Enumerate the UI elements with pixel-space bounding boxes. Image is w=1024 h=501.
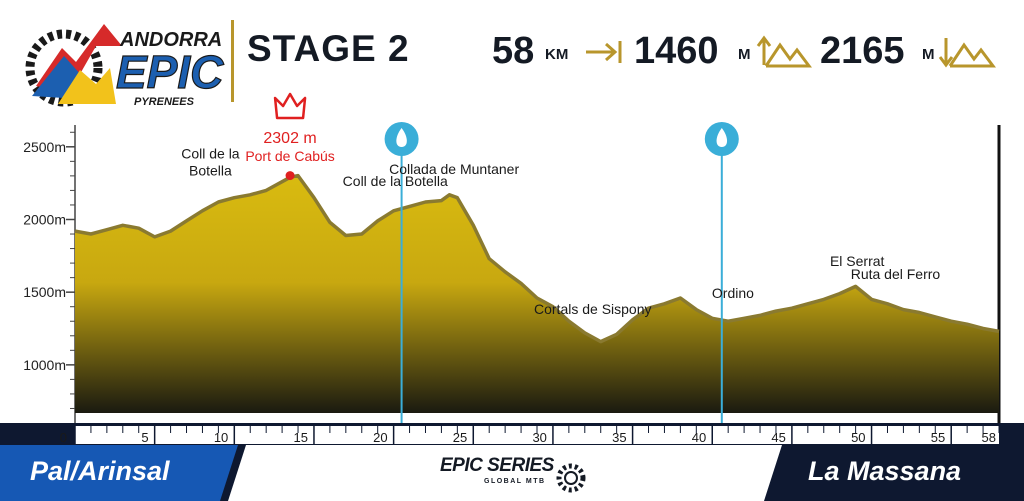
ascent-value: 1460 — [634, 30, 719, 72]
x-tick-label: 5 — [141, 430, 148, 445]
waypoint-label: El Serrat — [830, 253, 885, 269]
descent-unit: M — [922, 46, 935, 63]
waypoint-label: Cortals de Sispony — [534, 301, 652, 317]
x-axis-ruler — [75, 426, 999, 444]
start-location-label: Pal/Arinsal — [30, 456, 170, 486]
peak-marker — [285, 171, 295, 181]
x-tick-label: 10 — [214, 430, 228, 445]
waypoint-label: Coll de la Botella — [343, 173, 448, 189]
waypoint-label: Coll de la — [181, 146, 240, 162]
elevation-area — [75, 175, 999, 413]
logo-mountain-yellow — [58, 68, 116, 104]
sponsor-main-text: EPIC SERIES — [440, 455, 554, 476]
peak-elevation-label: 2302 m — [263, 130, 316, 147]
distance-arrow-icon — [586, 41, 622, 63]
x-tick-label: 55 — [931, 430, 945, 445]
elevation-line — [74, 173, 1000, 344]
logo-gear-icon — [25, 29, 103, 107]
footer-start-banner — [0, 445, 246, 501]
sponsor-sub-text: GLOBAL MTB — [484, 478, 546, 485]
logo-mountain-red — [36, 24, 122, 88]
peak-crown-icon — [273, 92, 307, 120]
water-drop-shape — [396, 128, 407, 147]
logo-brand-main: EPIC — [116, 46, 224, 98]
descent-value: 2165 — [820, 30, 905, 72]
x-tick-label: 50 — [851, 430, 865, 445]
y-tick-label: 1000m — [23, 357, 66, 373]
waypoint-label: Ordino — [712, 285, 754, 301]
y-tick-label: 1500m — [23, 284, 66, 300]
x-tick-label: 45 — [771, 430, 785, 445]
x-tick-label: 35 — [612, 430, 626, 445]
ascent-unit: M — [738, 46, 751, 63]
x-tick-label: 0 — [60, 430, 67, 445]
epic-series-logo: EPIC SERIES GLOBAL MTB — [440, 451, 600, 497]
logo-brand-top: ANDORRA — [119, 29, 222, 51]
x-tick-label: 30 — [532, 430, 546, 445]
x-tick-label: 15 — [293, 430, 307, 445]
logo-brand-sub: PYRENEES — [134, 96, 195, 108]
x-tick-label: 40 — [692, 430, 706, 445]
stage-label: STAGE 2 — [247, 28, 410, 69]
peak-name-label: Port de Cabús — [245, 148, 335, 164]
waypoint-label: Ruta del Ferro — [851, 266, 941, 282]
distance-value: 58 — [492, 30, 535, 72]
sponsor-gear-icon — [556, 463, 586, 493]
y-tick-label: 2500m — [23, 139, 66, 155]
descent-mountain-icon — [938, 38, 996, 68]
x-tick-label: 20 — [373, 430, 387, 445]
y-tick-label: 2000m — [23, 211, 66, 227]
waypoint-label: Botella — [189, 163, 232, 179]
ascent-mountain-icon — [756, 35, 812, 68]
header-divider — [231, 20, 234, 102]
distance-unit: KM — [545, 46, 569, 63]
x-tick-label: 25 — [453, 430, 467, 445]
x-tick-label: 58 — [982, 430, 996, 445]
andorra-epic-logo: ANDORRA EPIC PYRENEES — [25, 24, 225, 108]
footer-finish-banner — [764, 445, 1024, 501]
finish-location-label: La Massana — [808, 456, 962, 486]
waypoint-label: Collada de Muntaner — [389, 161, 519, 177]
water-drop-shape — [716, 128, 728, 147]
